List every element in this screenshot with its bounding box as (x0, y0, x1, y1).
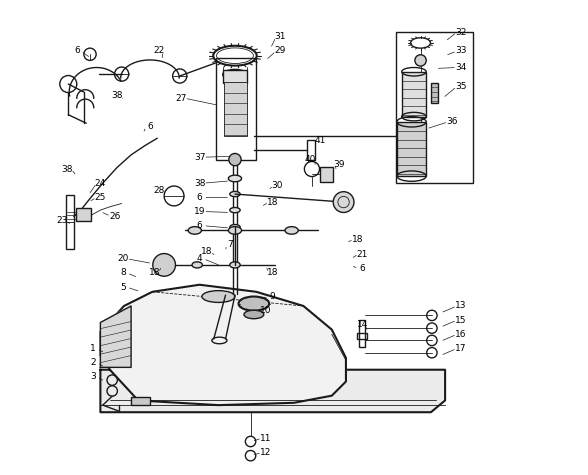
Circle shape (333, 192, 354, 212)
Text: 18: 18 (352, 235, 363, 244)
Text: 20: 20 (118, 254, 129, 263)
Text: 40: 40 (305, 155, 316, 164)
Bar (224, 82, 247, 136)
Bar (66, 195, 74, 249)
Text: 38: 38 (62, 164, 73, 173)
Text: 27: 27 (175, 94, 186, 103)
Text: 13: 13 (455, 302, 466, 311)
Bar (131, 397, 150, 405)
Text: 14: 14 (357, 320, 368, 329)
Text: 16: 16 (455, 330, 466, 339)
Polygon shape (101, 370, 445, 412)
Text: 23: 23 (56, 217, 68, 226)
Bar (358, 333, 367, 339)
Ellipse shape (228, 227, 242, 234)
Text: 38: 38 (111, 91, 123, 100)
Text: 18: 18 (267, 268, 279, 277)
Circle shape (153, 254, 175, 276)
Text: 15: 15 (455, 316, 466, 324)
Text: 6: 6 (196, 193, 202, 202)
Text: 18: 18 (149, 268, 161, 277)
Polygon shape (101, 306, 131, 367)
Text: 39: 39 (333, 160, 345, 169)
Bar (396, 32, 473, 183)
Ellipse shape (230, 191, 240, 197)
Text: 12: 12 (260, 448, 271, 457)
Text: 4: 4 (197, 254, 202, 263)
Ellipse shape (188, 227, 202, 234)
Text: 22: 22 (154, 47, 165, 56)
Text: 24: 24 (95, 179, 106, 188)
Text: 6: 6 (360, 264, 365, 273)
Bar (431, 83, 437, 103)
Text: 32: 32 (455, 28, 466, 37)
Text: 5: 5 (120, 283, 126, 292)
Text: 30: 30 (272, 181, 283, 190)
Text: 19: 19 (194, 207, 205, 216)
Text: 38: 38 (194, 179, 205, 188)
Text: 18: 18 (201, 247, 212, 256)
Bar (223, 70, 247, 83)
Text: 6: 6 (74, 47, 79, 56)
Ellipse shape (285, 227, 298, 234)
Bar (320, 167, 333, 182)
Text: 28: 28 (153, 186, 165, 195)
Bar (216, 58, 256, 160)
Text: 6: 6 (196, 221, 202, 230)
Text: 26: 26 (109, 212, 120, 221)
Bar (76, 208, 91, 221)
Text: 17: 17 (455, 344, 466, 353)
Text: 41: 41 (314, 136, 326, 145)
Ellipse shape (244, 310, 264, 319)
Ellipse shape (202, 291, 235, 303)
Text: 3: 3 (91, 372, 96, 381)
Bar (359, 320, 365, 347)
Text: 18: 18 (267, 198, 279, 207)
Text: 1: 1 (91, 344, 96, 353)
Ellipse shape (192, 262, 202, 268)
Ellipse shape (230, 225, 240, 230)
Circle shape (229, 153, 241, 166)
Text: 6: 6 (147, 122, 153, 131)
Text: 2: 2 (91, 358, 96, 367)
Polygon shape (101, 285, 346, 405)
Bar (402, 72, 426, 116)
Text: 21: 21 (357, 249, 368, 258)
Text: 25: 25 (95, 193, 106, 202)
Text: 10: 10 (260, 306, 272, 315)
Text: 7: 7 (228, 240, 233, 249)
Text: 11: 11 (260, 434, 272, 443)
Ellipse shape (230, 208, 240, 213)
Bar (307, 140, 315, 160)
Text: 29: 29 (274, 47, 286, 56)
Text: 34: 34 (455, 63, 466, 72)
Circle shape (415, 55, 426, 66)
Text: 36: 36 (446, 117, 458, 126)
Bar (397, 122, 426, 176)
Text: 35: 35 (455, 82, 466, 91)
Text: 8: 8 (120, 268, 126, 277)
Text: 37: 37 (194, 153, 205, 162)
Ellipse shape (230, 262, 240, 268)
Ellipse shape (239, 296, 269, 311)
Text: 9: 9 (270, 292, 276, 301)
Text: 33: 33 (455, 47, 466, 56)
Text: 31: 31 (274, 32, 286, 41)
Ellipse shape (228, 175, 242, 182)
